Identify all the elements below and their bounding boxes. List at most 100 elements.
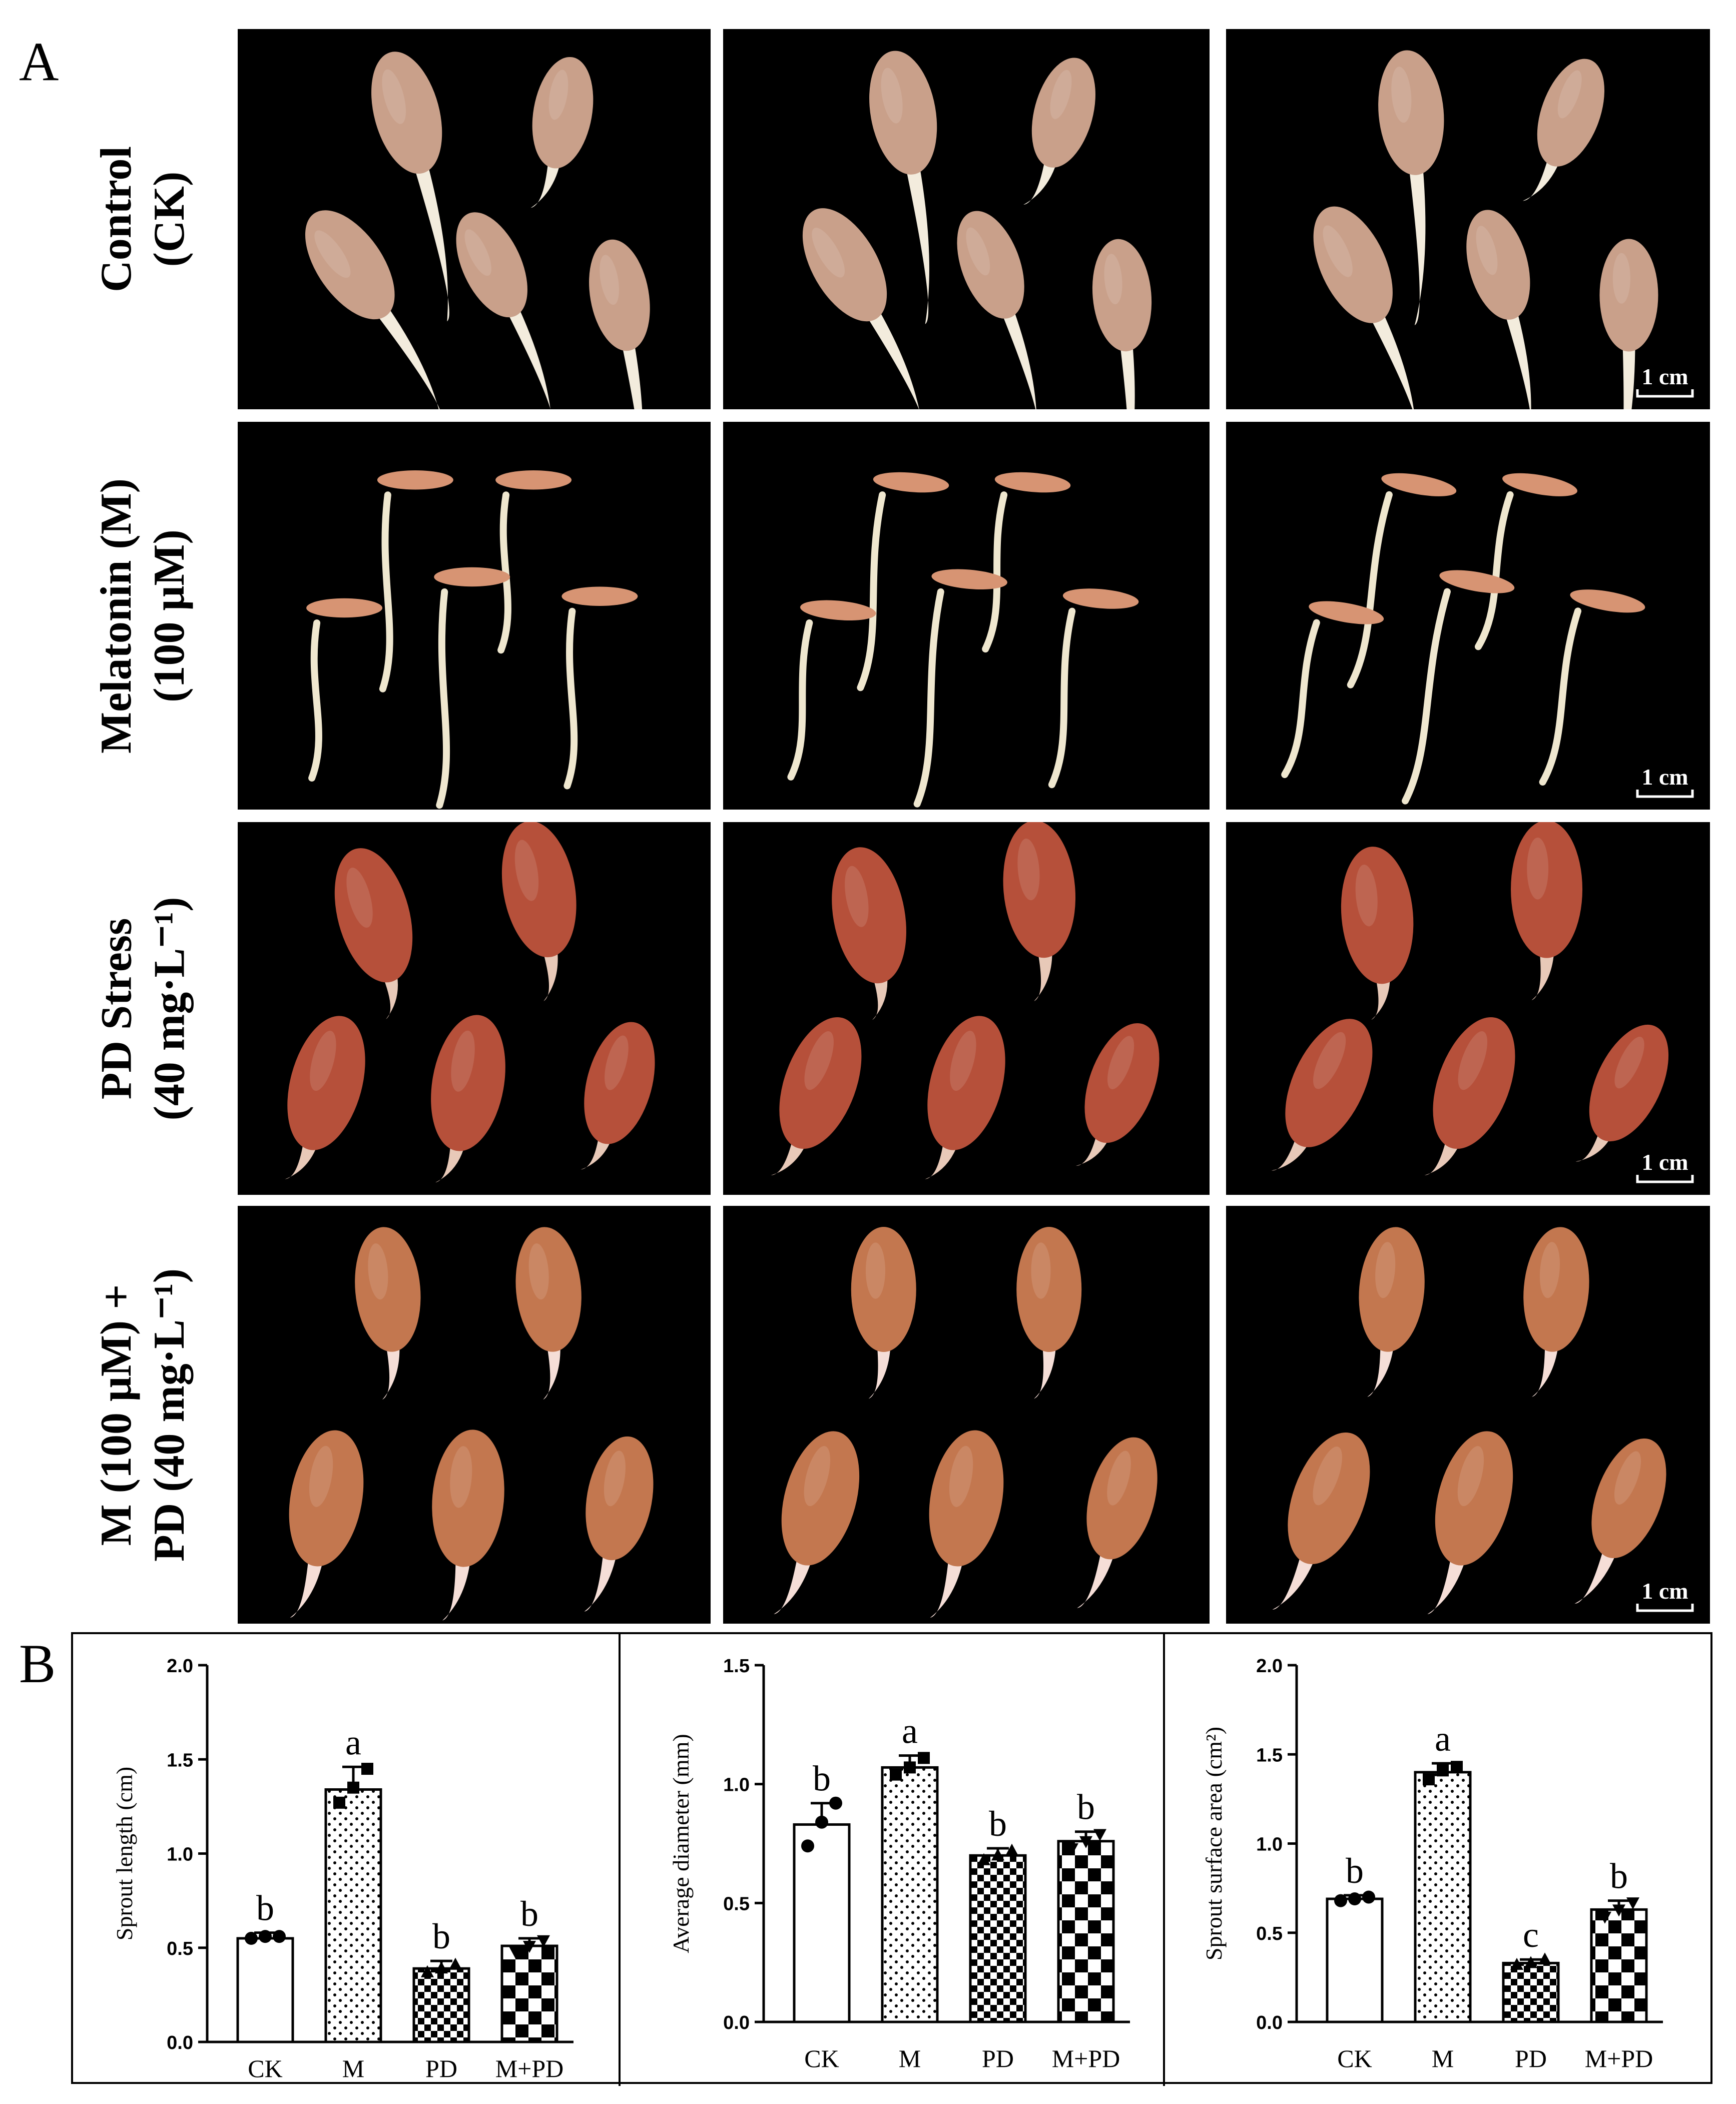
seed-drawing (431, 1015, 505, 1183)
seed-drawing (1466, 210, 1532, 409)
data-point (1079, 1836, 1092, 1848)
y-axis-label: Sprout surface area (cm²) (1201, 1727, 1227, 1960)
scale-bar-label: 1 cm (1641, 1149, 1688, 1175)
seed-drawing (857, 472, 949, 691)
row-label-control: Control (CK) (71, 29, 215, 409)
y-tick-label: 0.5 (1256, 1923, 1283, 1944)
seed-drawing (913, 569, 1007, 808)
y-tick-label: 2.0 (1256, 1656, 1283, 1677)
seed-drawing (929, 1430, 1004, 1618)
panel-b-letter: B (19, 1633, 56, 1694)
seed-drawing (1271, 1019, 1373, 1171)
data-point (1612, 1904, 1625, 1917)
seed-photo-svg (771, 822, 1160, 1179)
seed-drawing (1092, 239, 1152, 409)
seed-photo (723, 422, 1210, 810)
data-point (904, 1761, 916, 1774)
row-label-line: (CK) (145, 171, 194, 267)
x-tick-label: CK (248, 2054, 282, 2082)
seed-photo: 1 cm (1226, 822, 1710, 1195)
seed-drawing (456, 212, 554, 409)
seed-drawing (581, 1022, 655, 1170)
data-point (361, 1763, 373, 1775)
data-point (977, 1853, 990, 1865)
seed-drawing (530, 57, 594, 208)
seed-drawing (501, 822, 576, 1001)
seed-drawing (1023, 58, 1095, 205)
data-point (1423, 1773, 1435, 1786)
seed-drawing (1077, 1437, 1158, 1608)
seed-drawing (434, 567, 510, 809)
significance-letter: b (1346, 1851, 1364, 1891)
row-label-pd-stress: PD Stress (40 mg·L⁻¹) (71, 822, 215, 1195)
bar-charts-svg: 0.0 0.5 1.0 1.5 2.0 Sprout length (cm) b CK a Mb P… (112, 1634, 1663, 2086)
scale-bar-label: 1 cm (1641, 764, 1688, 790)
seed-drawing (1359, 1227, 1425, 1397)
significance-letter: b (813, 1759, 831, 1799)
scale-bar-label: 1 cm (1641, 364, 1688, 389)
significance-letter: c (1523, 1915, 1539, 1955)
row-label-line: PD Stress (92, 918, 141, 1099)
seed-photo (238, 822, 711, 1195)
seed-drawing (1599, 239, 1658, 409)
seed-drawing (851, 1227, 916, 1399)
scale-bar (1636, 1604, 1694, 1612)
data-point (245, 1931, 258, 1945)
x-tick-label: CK (804, 2044, 839, 2072)
seed-photo-svg (285, 822, 655, 1183)
bar (881, 1766, 939, 2023)
x-tick-label: M (1432, 2044, 1454, 2072)
bar (1590, 1908, 1648, 2023)
bar (1502, 1961, 1560, 2023)
seed-photo (723, 29, 1210, 409)
data-point (333, 1796, 345, 1809)
y-tick-label: 1.5 (723, 1656, 750, 1677)
seed-drawing (1424, 1017, 1515, 1175)
seed-drawing (334, 848, 413, 1020)
row-label-text: PD Stress (40 mg·L⁻¹) (90, 897, 196, 1120)
bar (324, 1788, 382, 2043)
row-label-line: PD (40 mg·L⁻¹) (145, 1268, 194, 1562)
row-label-line: M (100 μM) + (92, 1284, 141, 1546)
data-point (1093, 1829, 1106, 1841)
seed-drawing (1003, 822, 1076, 1001)
data-point (1348, 1892, 1361, 1906)
x-tick-label: PD (1515, 2044, 1547, 2072)
x-tick-label: CK (1337, 2044, 1372, 2072)
significance-letter: a (345, 1722, 361, 1762)
data-point (1334, 1894, 1347, 1907)
data-point (1437, 1764, 1449, 1777)
data-point (523, 1940, 536, 1953)
data-point (259, 1930, 272, 1943)
seed-drawing (515, 1227, 582, 1400)
seed-photo-svg (802, 51, 1152, 409)
row-label-text: Melatonin (M) (100 μM) (90, 478, 196, 754)
significance-letter: a (1435, 1719, 1451, 1759)
seed-drawing (982, 472, 1071, 653)
seed-drawing (1427, 1431, 1513, 1614)
significance-letter: b (520, 1894, 538, 1934)
significance-letter: b (1077, 1787, 1095, 1827)
seed-drawing (1539, 589, 1645, 786)
seed-photo: 1 cm (1226, 422, 1710, 810)
seed-photo-svg: 1 cm (1313, 50, 1694, 409)
scale-bar-label: 1 cm (1641, 1578, 1688, 1604)
seed-drawing (771, 1017, 862, 1175)
seed-drawing (869, 51, 937, 324)
seed-drawing (1281, 601, 1384, 779)
y-tick-label: 1.5 (167, 1750, 193, 1771)
row-label-melatonin: Melatonin (M) (100 μM) (71, 422, 215, 810)
seed-photo-svg (787, 472, 1139, 808)
x-tick-label: M (899, 2044, 921, 2072)
x-tick-label: PD (425, 2054, 457, 2082)
seed-photo: 1 cm (1226, 1206, 1710, 1624)
data-point (1065, 1843, 1078, 1856)
y-tick-label: 1.0 (167, 1844, 193, 1865)
seed-photo-svg (774, 1227, 1158, 1618)
row-label-m-plus-pd: M (100 μM) + PD (40 mg·L⁻¹) (71, 1206, 215, 1624)
seed-photo (723, 822, 1210, 1195)
seed-drawing (1016, 1227, 1082, 1399)
seed-drawing (285, 1016, 365, 1179)
seed-drawing (774, 1431, 860, 1614)
bar (412, 1967, 470, 2043)
